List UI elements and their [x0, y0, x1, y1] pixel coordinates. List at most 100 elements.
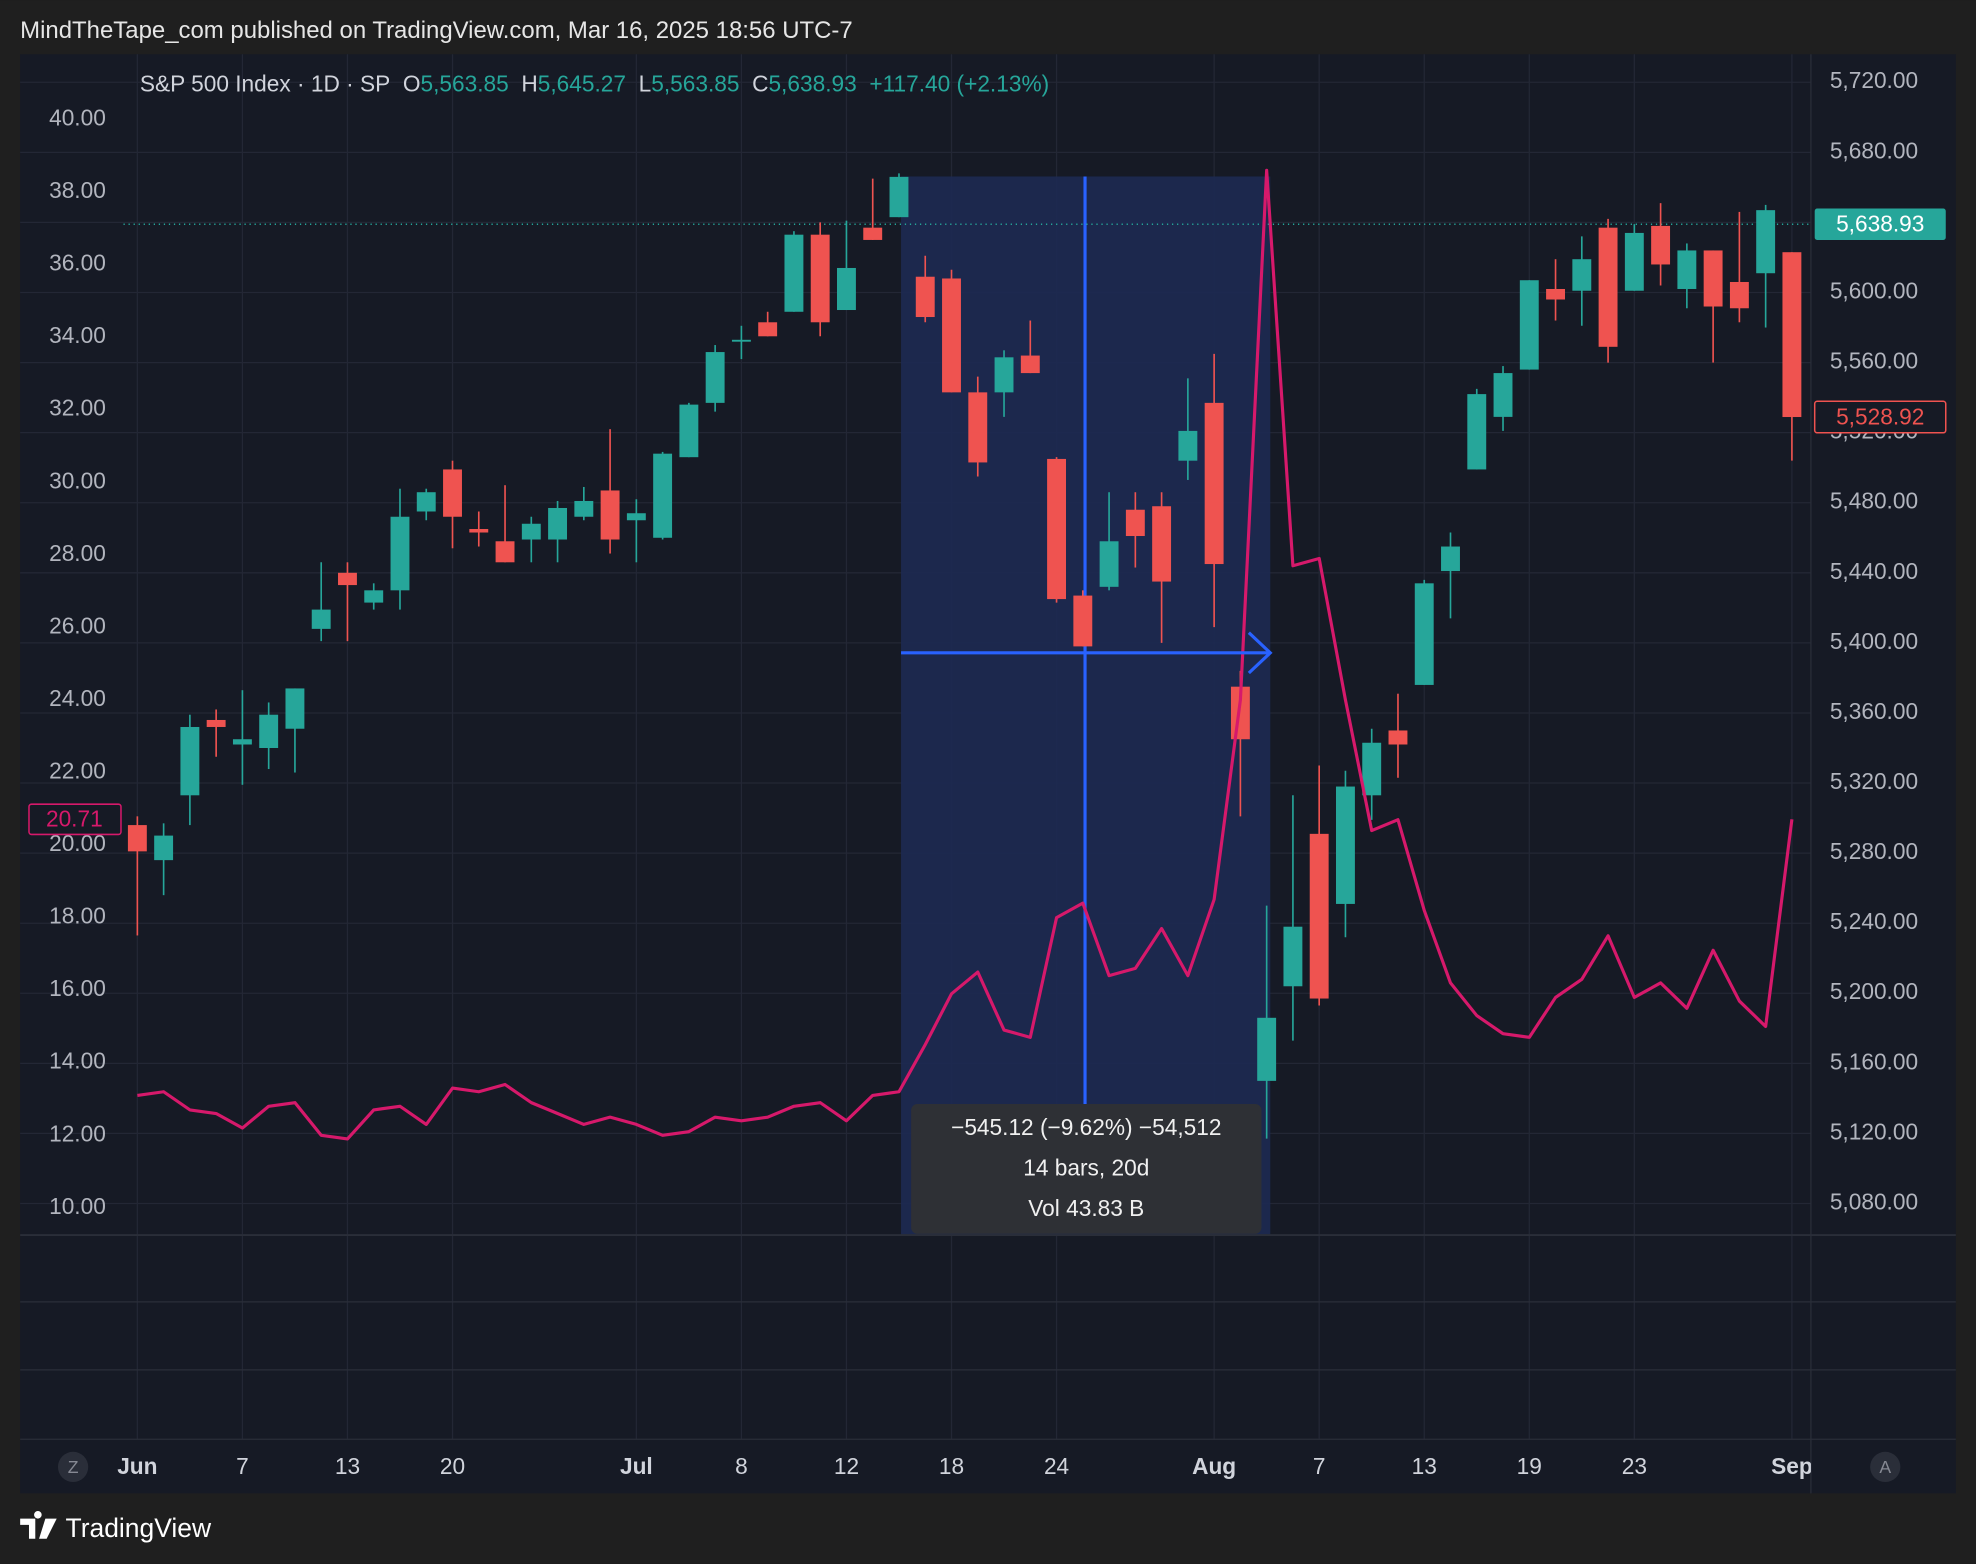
x-tick-label: 19	[1517, 1453, 1542, 1479]
candle-body	[574, 500, 594, 517]
candle-body	[311, 609, 331, 629]
candle-body	[1073, 595, 1093, 647]
candle-body	[653, 453, 673, 538]
candle-body	[495, 541, 515, 563]
publisher: MindTheTape_com published on TradingView…	[20, 17, 853, 44]
candle-body	[942, 278, 961, 393]
ohlc-value: 5,563.85	[421, 71, 509, 97]
candle-body	[1388, 730, 1408, 745]
y-tick-label: 5,400.00	[1830, 628, 1918, 654]
candle-body	[1493, 373, 1513, 417]
y2-tick-label: 24.00	[49, 685, 106, 711]
ohlc-letter: L	[639, 71, 652, 97]
brand-logo	[20, 1511, 57, 1539]
x-tick-label: 7	[236, 1453, 249, 1479]
marker-price-label: 5,638.93	[1836, 211, 1924, 237]
x-tick-label: 13	[1412, 1453, 1437, 1479]
y-tick-label: 5,480.00	[1830, 488, 1918, 514]
y-tick-label: 5,320.00	[1830, 768, 1918, 794]
measure-text: −545.12 (−9.62%) −54,512	[951, 1114, 1221, 1140]
x-tick-label: 12	[834, 1453, 859, 1479]
ohlc-value: 5,563.85	[651, 71, 739, 97]
candle-body	[863, 227, 883, 240]
ohlc-letter: C	[752, 71, 768, 97]
y2-tick-label: 26.00	[49, 612, 106, 638]
candle-body	[1283, 926, 1303, 987]
measure-tool	[901, 176, 1271, 1236]
y2-tick-label: 40.00	[49, 105, 106, 131]
series-line	[137, 168, 1794, 1141]
candle-body	[968, 392, 988, 463]
y-tick-label: 5,240.00	[1830, 908, 1918, 934]
x-tick-label: Jul	[620, 1453, 653, 1479]
candle-body	[1782, 252, 1802, 418]
candle-body	[1309, 833, 1329, 999]
y-tick-label: 5,160.00	[1830, 1048, 1918, 1074]
candle-body	[1204, 402, 1224, 565]
candle-body	[1152, 506, 1172, 582]
candle-body	[1572, 259, 1592, 291]
x-tick-label: 18	[939, 1453, 964, 1479]
last-price-label: 5,528.92	[1836, 403, 1924, 429]
y-tick-label: 5,280.00	[1830, 838, 1918, 864]
y2-tick-label: 30.00	[49, 467, 106, 493]
candle-body	[731, 339, 751, 342]
auto-label[interactable]: A	[1879, 1457, 1891, 1477]
candle-body	[810, 234, 830, 323]
y2-tick-label: 28.00	[49, 540, 106, 566]
x-tick-label: 7	[1313, 1453, 1326, 1479]
y2-tick-label: 18.00	[49, 903, 106, 929]
y-tick-label: 5,080.00	[1830, 1188, 1918, 1214]
candle-body	[1729, 281, 1749, 309]
y2-tick-label: 36.00	[49, 250, 106, 276]
x-tick-label: Jun	[117, 1453, 157, 1479]
candle-body	[994, 357, 1014, 393]
last-price-box	[1813, 400, 1947, 434]
symbol-title: S&P 500 Index · 1D · SP	[140, 71, 390, 97]
y-tick-label: 5,120.00	[1830, 1118, 1918, 1144]
y-tick-label: 5,680.00	[1830, 137, 1918, 163]
brand: TradingView	[20, 1511, 212, 1543]
y-tick-label: 5,440.00	[1830, 558, 1918, 584]
candle-body	[1362, 742, 1382, 796]
candle-body	[784, 234, 804, 312]
candle-body	[1624, 232, 1644, 291]
marker-price-box	[1814, 208, 1946, 241]
y2-tick-label: 14.00	[49, 1048, 106, 1074]
x-tick-label: 20	[440, 1453, 465, 1479]
y-tick-label: 5,600.00	[1830, 277, 1918, 303]
candle-body	[1651, 225, 1671, 265]
candle-body	[338, 572, 357, 586]
arrow-head	[1247, 631, 1273, 675]
candle-body	[1519, 280, 1539, 370]
zoom-label[interactable]: Z	[68, 1457, 79, 1477]
candle-body	[1546, 288, 1565, 300]
candle-body	[1047, 458, 1067, 600]
candle-body	[1703, 250, 1723, 307]
candle-body	[1099, 541, 1119, 587]
measure-text: Vol 43.83 B	[1028, 1195, 1144, 1221]
candle-body	[521, 523, 541, 540]
marks	[123, 168, 1811, 1141]
zoom-button[interactable]	[57, 1451, 89, 1483]
candle-body	[758, 322, 778, 337]
candle-body	[1335, 786, 1355, 904]
measure-text: 14 bars, 20d	[1023, 1154, 1149, 1180]
candle-body	[548, 507, 568, 540]
candle-body	[915, 276, 935, 318]
x-tick-label: 13	[335, 1453, 360, 1479]
candle-body	[705, 352, 725, 403]
ohlc-value: 5,645.27	[538, 71, 626, 97]
candle-body	[443, 469, 462, 517]
auto-button[interactable]	[1870, 1451, 1901, 1483]
candle-body	[127, 825, 147, 852]
brand-name: TradingView	[66, 1513, 212, 1543]
x-tick-label: 24	[1044, 1453, 1069, 1479]
legend: S&P 500 Index · 1D · SP O5,563.85 H5,645.2…	[140, 71, 1049, 97]
y2-tick-label: 22.00	[49, 757, 106, 783]
measure-tooltip	[911, 1103, 1262, 1234]
x-tick-label: 23	[1622, 1453, 1647, 1479]
y2-tick-label: 38.00	[49, 177, 106, 203]
candle-body	[469, 529, 489, 533]
